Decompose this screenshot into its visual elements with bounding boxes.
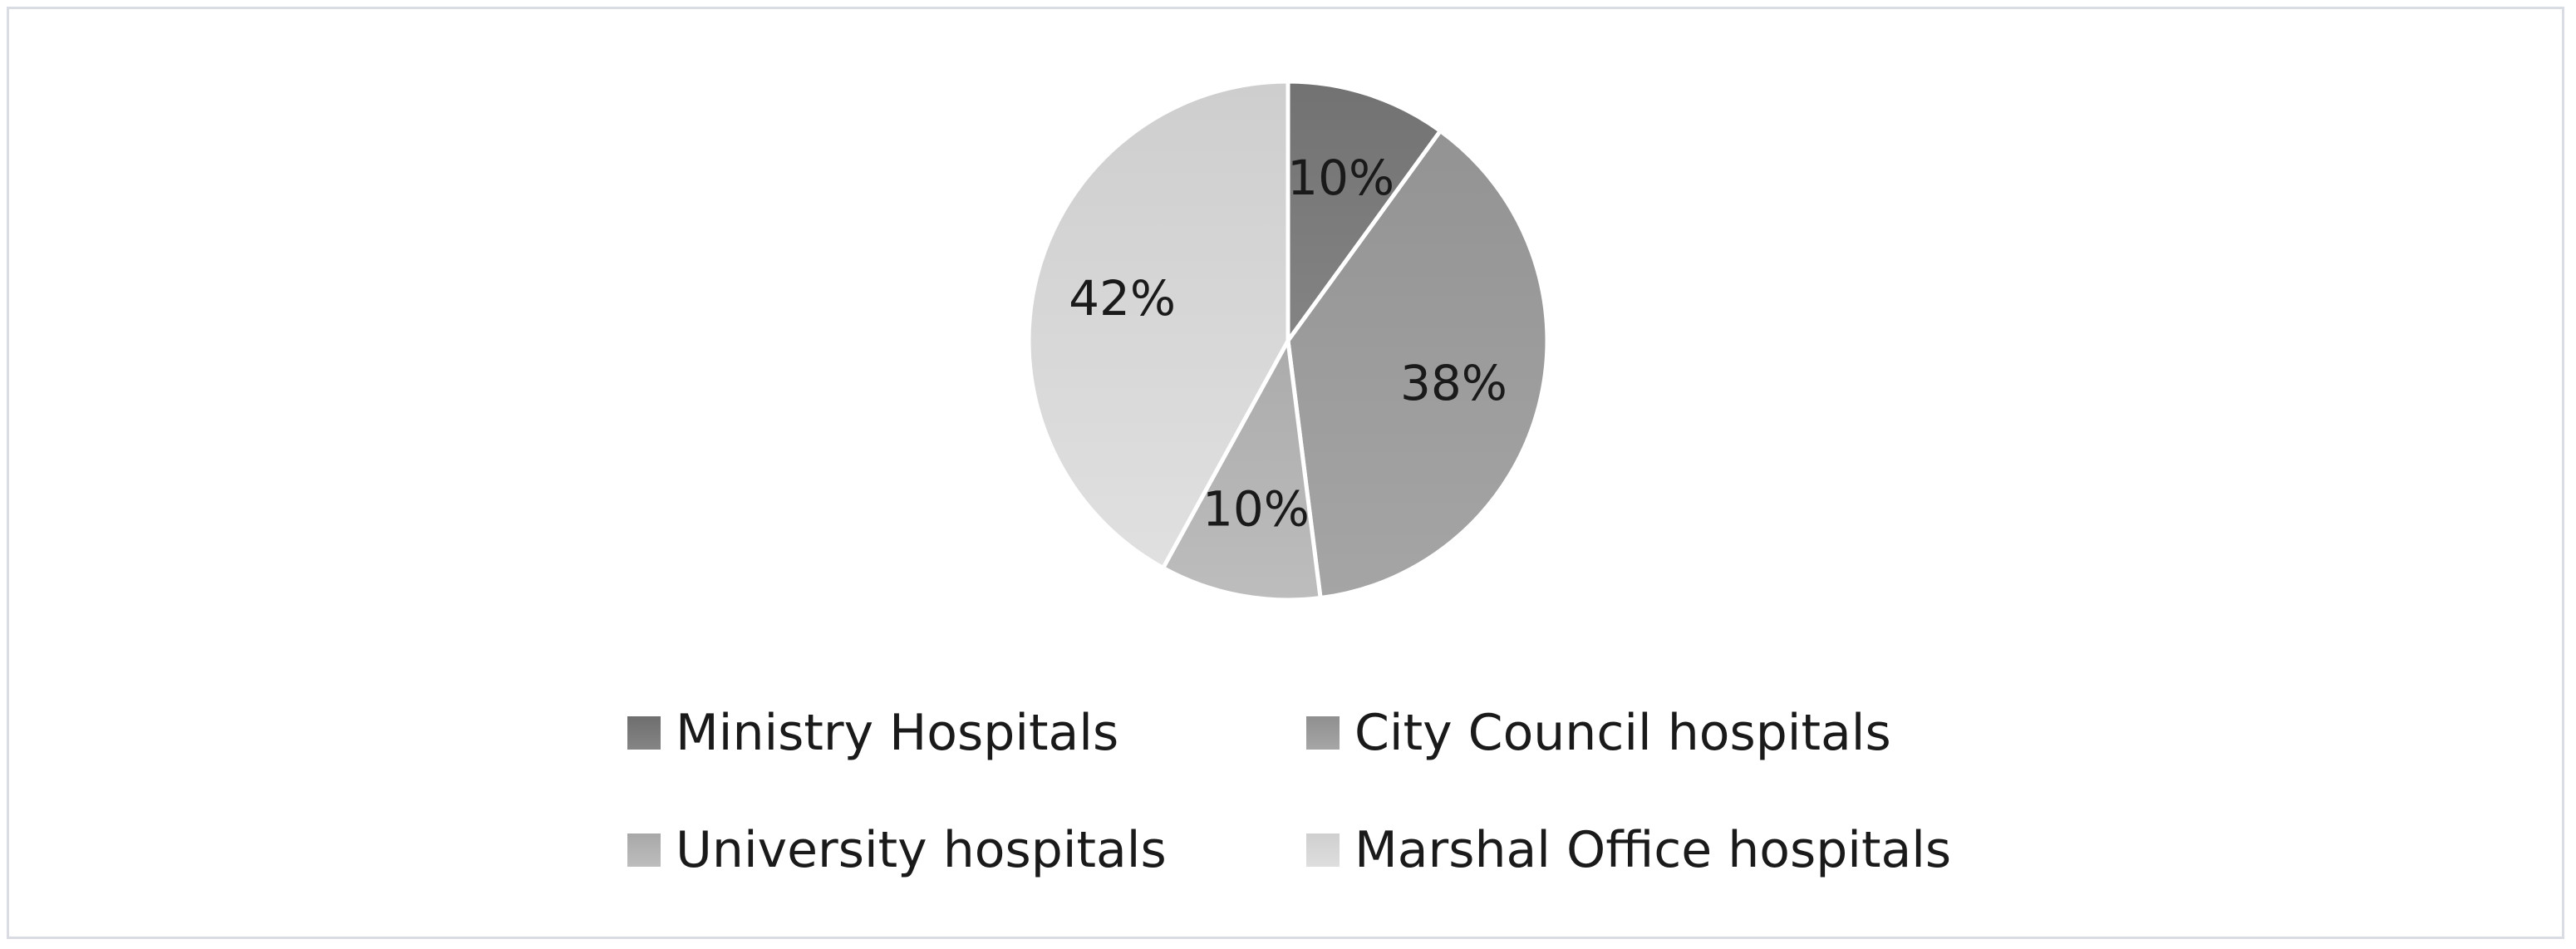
legend-label-university: University hospitals (676, 821, 1167, 879)
data-label-ministry: 10% (1287, 150, 1394, 206)
pie-slices (1026, 79, 1550, 602)
legend-item-ministry: Ministry Hospitals (627, 700, 1118, 766)
pie-slice-university (1161, 338, 1323, 602)
pie-slice-city-council (1286, 129, 1550, 601)
data-label-marshal-office: 42% (1069, 270, 1176, 327)
legend-label-ministry: Ministry Hospitals (676, 704, 1119, 762)
pie-slice-marshal-office (1026, 79, 1290, 570)
legend-swatch-university (627, 833, 661, 867)
legend-label-city-council: City Council hospitals (1354, 704, 1891, 762)
legend-item-university: University hospitals (627, 817, 1167, 883)
legend-swatch-ministry (627, 716, 661, 750)
data-label-city-council: 38% (1400, 355, 1507, 411)
pie-slice-ministry (1286, 79, 1443, 343)
data-label-university: 10% (1202, 480, 1310, 537)
legend-swatch-marshal-office (1306, 833, 1340, 867)
legend-item-marshal-office: Marshal Office hospitals (1306, 817, 1951, 883)
legend-label-marshal-office: Marshal Office hospitals (1354, 821, 1952, 879)
pie-labels: 10% 38% 10% 42% (1069, 150, 1507, 537)
legend-swatch-city-council (1306, 716, 1340, 750)
legend-item-city-council: City Council hospitals (1306, 700, 1891, 766)
